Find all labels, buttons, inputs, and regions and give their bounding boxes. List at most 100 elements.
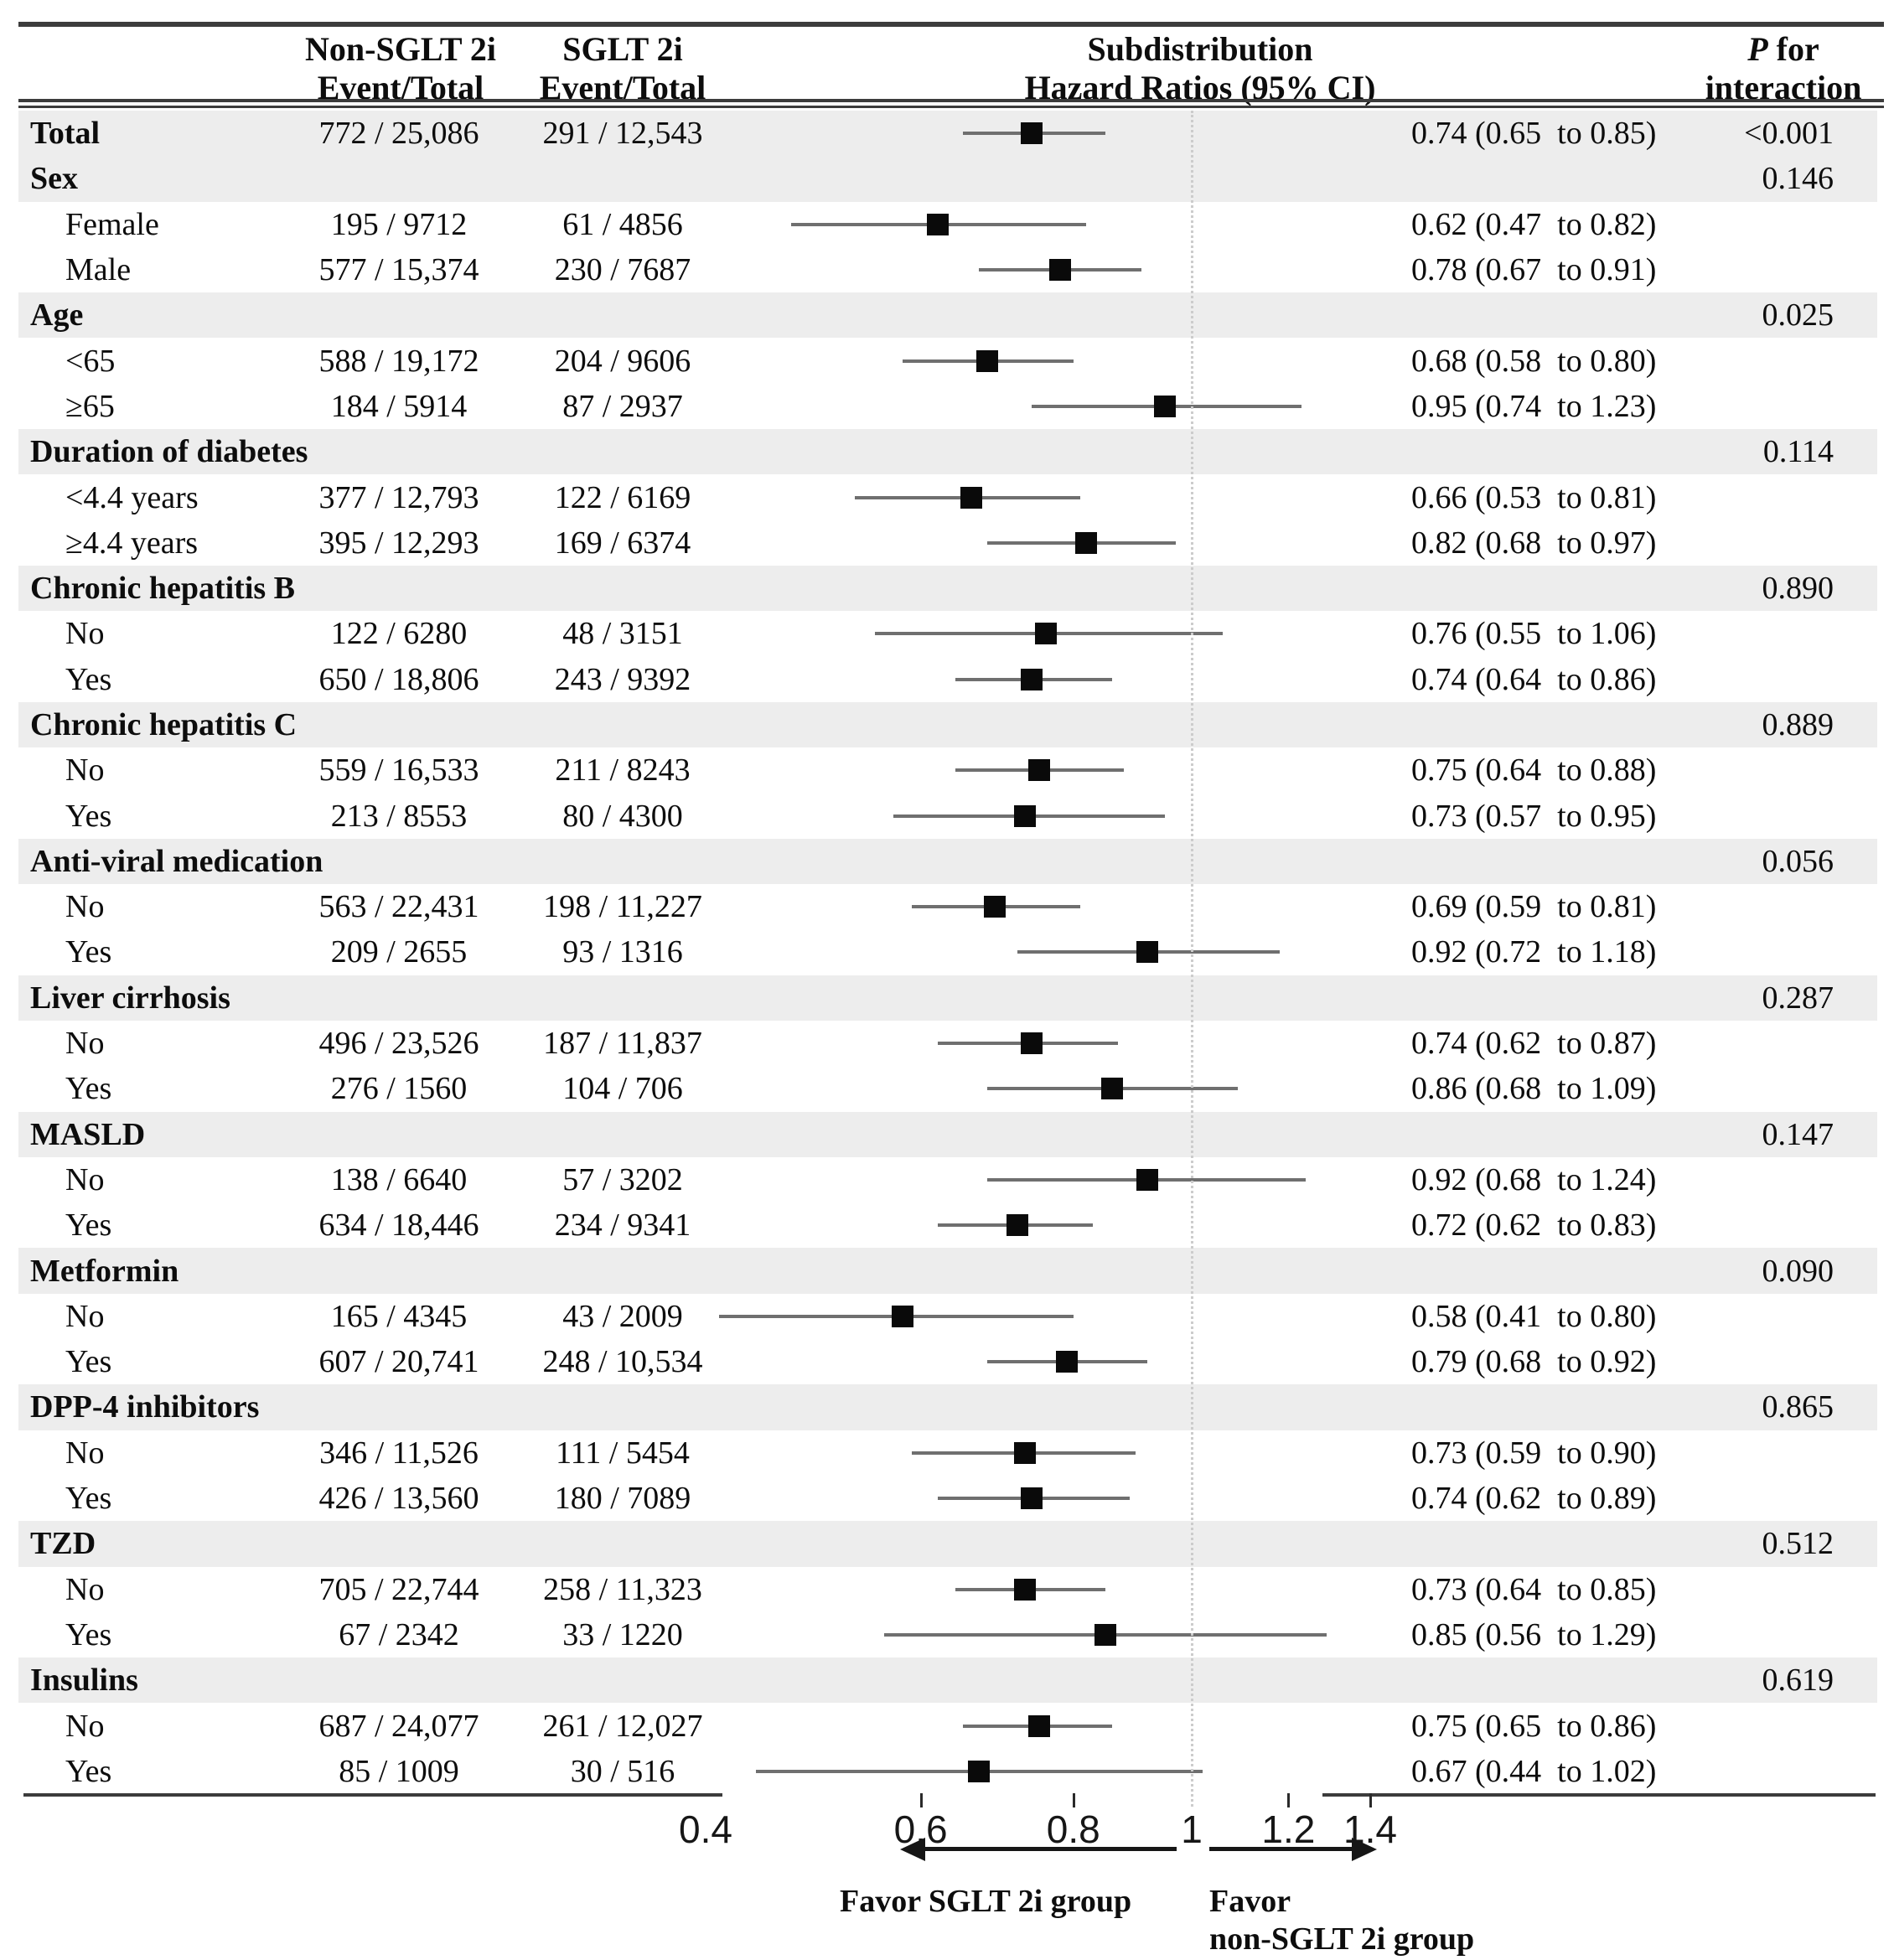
non-sglt2i-event-total: 607 / 20,741	[318, 1344, 479, 1380]
hr-point-marker	[1027, 1714, 1050, 1737]
hr-ci-text: 0.92 (0.68 to 1.24)	[1411, 1161, 1657, 1197]
non-sglt2i-event-total: 276 / 1560	[330, 1071, 468, 1107]
column-header-sglt2i-title: SGLT 2i	[562, 30, 683, 68]
hr-ci-text: 0.73 (0.57 to 0.95)	[1411, 798, 1657, 834]
hr-ci-text: 0.95 (0.74 to 1.23)	[1411, 388, 1657, 424]
p-interaction-value: 0.287	[1762, 980, 1834, 1016]
non-sglt2i-event-total: 85 / 1009	[339, 1753, 459, 1789]
hr-ci-text: 0.75 (0.65 to 0.86)	[1411, 1708, 1657, 1744]
hr-point-marker	[927, 213, 950, 235]
axis-tick-label: 0.4	[679, 1807, 732, 1851]
category-row: Chronic hepatitis C 0.889	[0, 701, 1894, 748]
hr-point-marker	[1021, 122, 1043, 145]
subgroup-row: No 705 / 22,744 258 / 11,323 0.73 (0.64 to …	[0, 1567, 1894, 1612]
hr-point-marker	[1013, 1578, 1036, 1601]
sglt2i-event-total: 180 / 7089	[554, 1481, 691, 1517]
non-sglt2i-event-total: 496 / 23,526	[318, 1026, 479, 1062]
hr-point-marker	[1021, 1032, 1043, 1055]
axis-tick	[1287, 1793, 1291, 1807]
row-label: DPP-4 inhibitors	[30, 1389, 260, 1425]
table-body: Total 772 / 25,086 291 / 12,543 0.74 (0.65 …	[0, 111, 1894, 1794]
row-label: Female	[65, 206, 159, 242]
row-label: Yes	[65, 661, 112, 697]
row-label: Sex	[30, 161, 78, 197]
hr-ci-text: 0.79 (0.68 to 0.92)	[1411, 1344, 1657, 1380]
column-header-p-interaction: P for interaction	[1691, 30, 1876, 107]
bottom-rule-left	[23, 1793, 722, 1797]
hr-point-marker	[1136, 1168, 1159, 1191]
hr-ci-text: 0.73 (0.59 to 0.90)	[1411, 1435, 1657, 1471]
sglt2i-event-total: 104 / 706	[562, 1071, 683, 1107]
row-label: No	[65, 752, 105, 789]
subgroup-row: No 122 / 6280 48 / 3151 0.76 (0.55 to 1.06)	[0, 611, 1894, 656]
row-label: Age	[30, 297, 84, 334]
row-label: No	[65, 1161, 105, 1197]
sglt2i-event-total: 87 / 2937	[562, 388, 683, 424]
sglt2i-event-total: 80 / 4300	[562, 798, 683, 834]
row-label: <65	[65, 343, 116, 379]
row-label: Anti-viral medication	[30, 843, 323, 879]
favor-non-sglt2i-line1: Favor	[1209, 1884, 1291, 1919]
category-row: Insulins 0.619	[0, 1657, 1894, 1704]
non-sglt2i-event-total: 395 / 12,293	[318, 525, 479, 561]
hr-point-marker	[1021, 1487, 1043, 1510]
row-label: Chronic hepatitis B	[30, 571, 296, 607]
non-sglt2i-event-total: 559 / 16,533	[318, 752, 479, 789]
hr-ci-text: 0.86 (0.68 to 1.09)	[1411, 1071, 1657, 1107]
p-interaction-value: 0.056	[1762, 843, 1834, 879]
sglt2i-event-total: 198 / 11,227	[543, 889, 702, 925]
category-row: DPP-4 inhibitors 0.865	[0, 1384, 1894, 1430]
hr-point-marker	[1035, 623, 1058, 645]
axis-tick-label: 0.8	[1046, 1807, 1100, 1851]
row-label: No	[65, 1708, 105, 1744]
hr-point-marker	[975, 349, 998, 372]
hr-point-marker	[1027, 759, 1050, 782]
axis-tick-label: 1.2	[1261, 1807, 1316, 1851]
subgroup-row: Male 577 / 15,374 230 / 7687 0.78 (0.67 to …	[0, 247, 1894, 292]
row-label: ≥65	[65, 388, 115, 424]
subgroup-row: <4.4 years 377 / 12,793 122 / 6169 0.66 (0.…	[0, 474, 1894, 520]
hr-ci-text: 0.76 (0.55 to 1.06)	[1411, 616, 1657, 652]
hr-point-marker	[1100, 1078, 1123, 1100]
non-sglt2i-event-total: 634 / 18,446	[318, 1208, 479, 1244]
hr-point-marker	[1094, 1623, 1117, 1646]
row-label: No	[65, 1571, 105, 1607]
hr-ci-text: 0.74 (0.65 to 0.85)	[1411, 116, 1657, 152]
row-label: No	[65, 889, 105, 925]
sglt2i-event-total: 33 / 1220	[562, 1616, 683, 1652]
subgroup-row: ≥4.4 years 395 / 12,293 169 / 6374 0.82 (0.…	[0, 520, 1894, 566]
row-label: Yes	[65, 1753, 112, 1789]
p-interaction-value: 0.890	[1762, 571, 1834, 607]
row-label: Yes	[65, 1616, 112, 1652]
favor-right-arrowhead-icon	[1352, 1838, 1377, 1861]
row-label: No	[65, 1026, 105, 1062]
top-rule	[18, 22, 1884, 27]
non-sglt2i-event-total: 346 / 11,526	[319, 1435, 479, 1471]
sglt2i-event-total: 30 / 516	[570, 1753, 675, 1789]
hr-ci-text: 0.68 (0.58 to 0.80)	[1411, 343, 1657, 379]
hr-point-marker	[960, 486, 982, 509]
p-interaction-value: 0.090	[1762, 1253, 1834, 1289]
row-label: MASLD	[30, 1116, 146, 1152]
total-row: Total 772 / 25,086 291 / 12,543 0.74 (0.65 …	[0, 111, 1894, 157]
sglt2i-event-total: 204 / 9606	[554, 343, 691, 379]
row-label: Male	[65, 252, 132, 288]
hr-ci-text: 0.72 (0.62 to 0.83)	[1411, 1208, 1657, 1244]
sglt2i-event-total: 243 / 9392	[554, 661, 691, 697]
row-label: No	[65, 1435, 105, 1471]
hr-ci-text: 0.58 (0.41 to 0.80)	[1411, 1298, 1657, 1334]
favor-sglt2i-label: Favor SGLT 2i group	[840, 1884, 1132, 1919]
subgroup-row: No 346 / 11,526 111 / 5454 0.73 (0.59 to 0.…	[0, 1430, 1894, 1476]
sglt2i-event-total: 258 / 11,323	[543, 1571, 702, 1607]
subgroup-row: Yes 67 / 2342 33 / 1220 0.85 (0.56 to 1.29)	[0, 1612, 1894, 1657]
sglt2i-event-total: 122 / 6169	[554, 479, 691, 515]
subgroup-row: Yes 607 / 20,741 248 / 10,534 0.79 (0.68 to…	[0, 1339, 1894, 1384]
non-sglt2i-event-total: 650 / 18,806	[318, 661, 479, 697]
subgroup-row: No 496 / 23,526 187 / 11,837 0.74 (0.62 to …	[0, 1021, 1894, 1066]
subgroup-row: Yes 85 / 1009 30 / 516 0.67 (0.44 to 1.02)	[0, 1749, 1894, 1794]
category-row: Chronic hepatitis B 0.890	[0, 565, 1894, 612]
hr-point-marker	[968, 1760, 991, 1782]
sglt2i-event-total: 43 / 2009	[562, 1298, 683, 1334]
category-row: Sex 0.146	[0, 156, 1894, 202]
row-label: Yes	[65, 1071, 112, 1107]
